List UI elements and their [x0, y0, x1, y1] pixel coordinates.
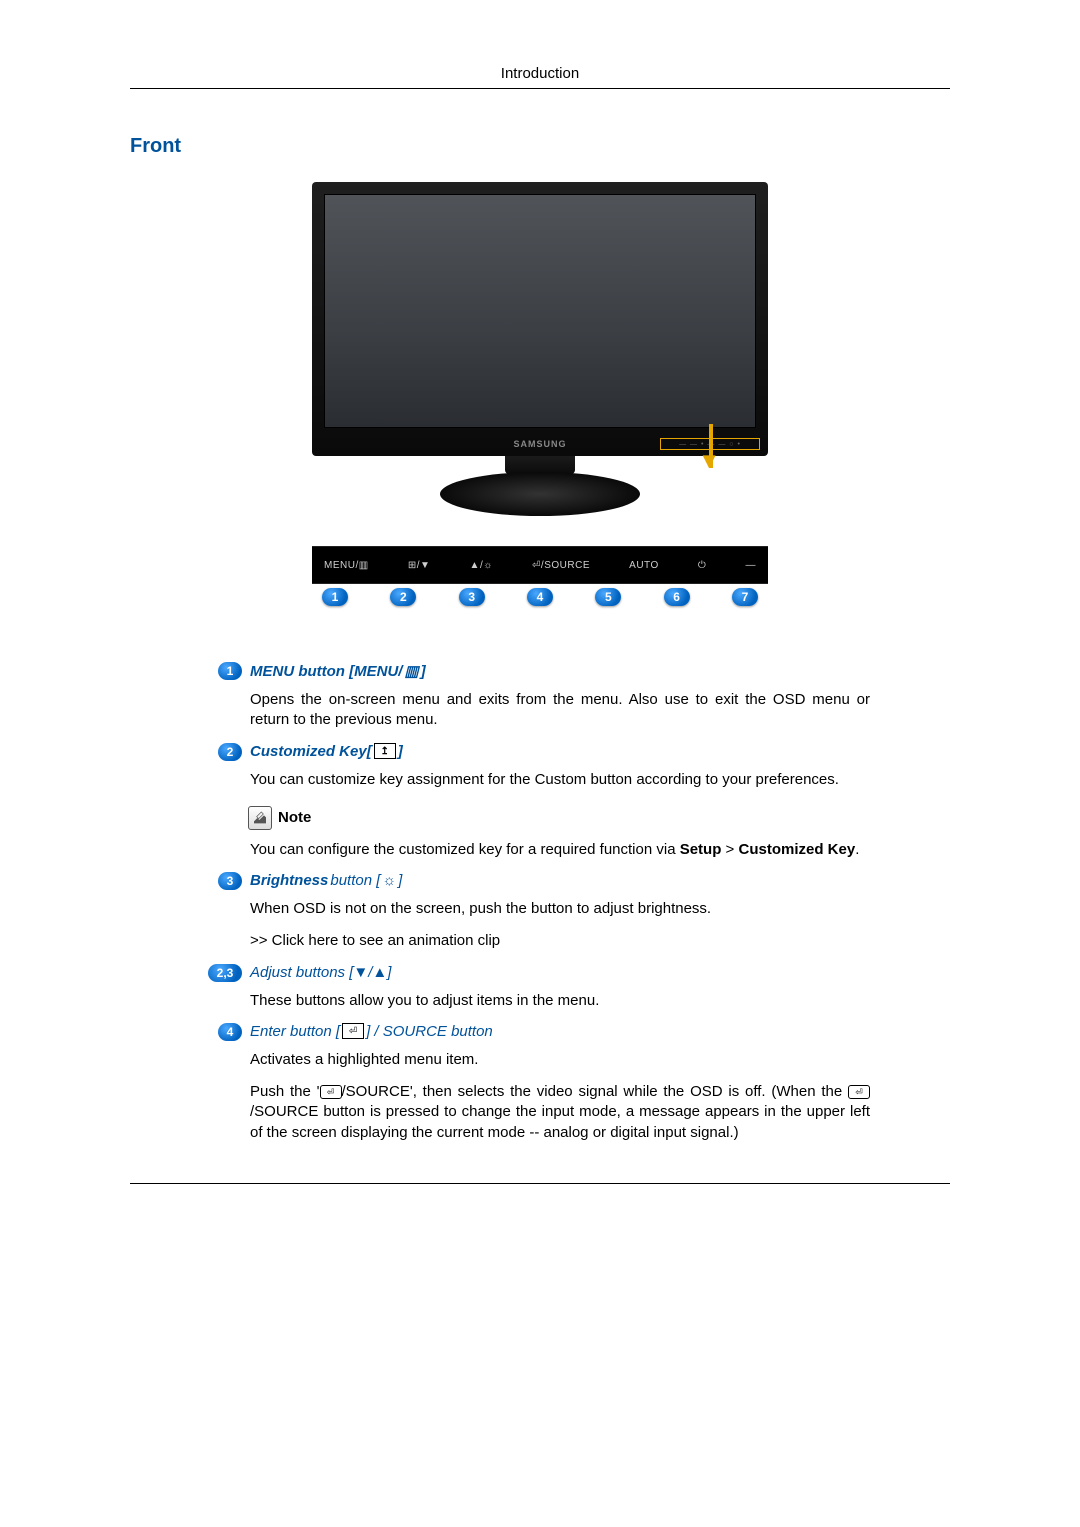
item-enter-body1: Activates a highlighted menu item. [250, 1050, 870, 1070]
num-7: 7 [732, 588, 758, 606]
page-header: Introduction [130, 65, 950, 89]
note-row: Note [248, 806, 870, 830]
item-adjust: 2,3 Adjust buttons [▼/▲] These buttons a… [250, 964, 870, 1011]
ctl-menu: MENU/▥ [324, 560, 369, 571]
item-adjust-title: Adjust buttons [▼/▲] [250, 964, 870, 981]
item-custom-title: Customized Key[↥] [250, 743, 870, 760]
item-menu-title: MENU button [MENU/▥] [250, 662, 870, 680]
item-custom-body: You can customize key assignment for the… [250, 770, 870, 790]
num-6: 6 [664, 588, 690, 606]
ctl-custom-down: ⊞/▼ [408, 560, 431, 571]
animation-link[interactable]: >> Click here to see an animation clip [250, 931, 870, 951]
item-menu: 1 MENU button [MENU/▥] Opens the on-scre… [250, 662, 870, 731]
item-adjust-body: These buttons allow you to adjust items … [250, 991, 870, 1011]
ctl-power: ⏻ [698, 560, 706, 571]
enter-inline-icon-2: ⏎ [848, 1085, 870, 1099]
num-1: 1 [322, 588, 348, 606]
custom-key-icon: ↥ [374, 743, 396, 759]
note-label: Note [278, 809, 311, 826]
monitor-base [440, 472, 640, 516]
item-menu-body: Opens the on-screen menu and exits from … [250, 690, 870, 731]
ctl-up-bright: ▲/☼ [470, 560, 493, 571]
footer-rule [130, 1183, 950, 1184]
num-4: 4 [527, 588, 553, 606]
number-row: 1 2 3 4 5 6 7 [312, 584, 768, 606]
menu-icon: ▥ [404, 662, 418, 680]
num-2: 2 [390, 588, 416, 606]
badge-1: 1 [218, 662, 242, 680]
note-body: You can configure the customized key for… [250, 840, 870, 860]
item-brightness-title: Brightness button [☼] [250, 872, 870, 889]
brightness-icon: ☼ [382, 872, 396, 889]
monitor-screen [324, 194, 756, 428]
control-bar: MENU/▥ ⊞/▼ ▲/☼ ⏎/SOURCE AUTO ⏻ — [312, 546, 768, 584]
note-icon [248, 806, 272, 830]
section-title: Front [130, 135, 950, 158]
enter-icon: ⏎ [342, 1023, 364, 1039]
item-brightness: 3 Brightness button [☼] When OSD is not … [250, 872, 870, 952]
badge-2-3: 2,3 [208, 964, 242, 982]
ctl-source: ⏎/SOURCE [532, 560, 590, 571]
item-brightness-body: When OSD is not on the screen, push the … [250, 899, 870, 919]
ctl-auto: AUTO [629, 560, 659, 571]
callout-arrowhead: ▼ [698, 450, 720, 472]
num-3: 3 [459, 588, 485, 606]
badge-4: 4 [218, 1023, 242, 1041]
num-5: 5 [595, 588, 621, 606]
monitor-bezel: SAMSUNG — — • — — ○ • [312, 182, 768, 456]
monitor-diagram: SAMSUNG — — • — — ○ • ▼ MENU/▥ ⊞/▼ ▲/☼ ⏎… [130, 182, 950, 606]
item-enter-title: Enter button [⏎] / SOURCE button [250, 1023, 870, 1040]
badge-3: 3 [218, 872, 242, 890]
enter-inline-icon-1: ⏎ [320, 1085, 342, 1099]
ctl-led: — [746, 560, 757, 571]
badge-2: 2 [218, 743, 242, 761]
item-enter: 4 Enter button [⏎] / SOURCE button Activ… [250, 1023, 870, 1143]
item-enter-body2: Push the '⏎/SOURCE', then selects the vi… [250, 1082, 870, 1143]
item-custom: 2 Customized Key[↥] You can customize ke… [250, 743, 870, 861]
monitor-brand: SAMSUNG [513, 439, 566, 449]
